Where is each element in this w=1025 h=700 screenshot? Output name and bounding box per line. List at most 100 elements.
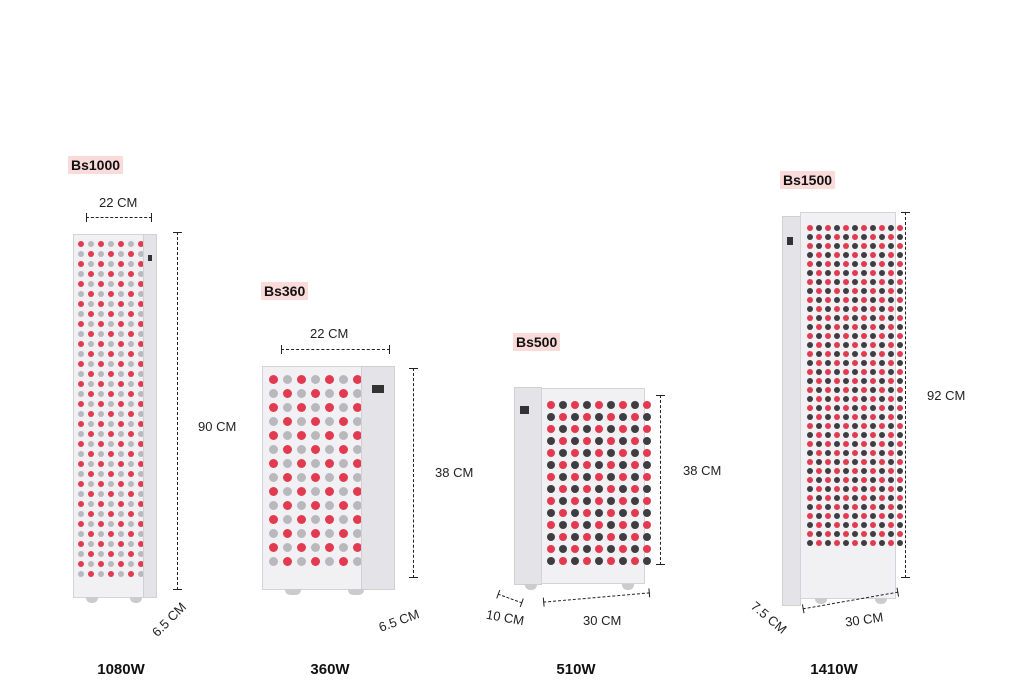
led <box>870 423 876 429</box>
led <box>607 425 615 433</box>
led <box>888 504 894 510</box>
led <box>879 531 885 537</box>
led <box>897 450 903 456</box>
led <box>852 414 858 420</box>
led <box>870 378 876 384</box>
led <box>98 311 104 317</box>
led <box>879 243 885 249</box>
led <box>879 360 885 366</box>
led <box>78 261 84 267</box>
led <box>571 401 579 409</box>
led <box>325 445 334 454</box>
panel-side <box>782 216 801 606</box>
led <box>311 557 320 566</box>
led <box>78 291 84 297</box>
led <box>118 261 124 267</box>
led <box>269 501 278 510</box>
panel-front <box>262 366 362 590</box>
led <box>870 360 876 366</box>
led <box>807 369 813 375</box>
led <box>311 389 320 398</box>
led <box>138 531 144 537</box>
led <box>897 504 903 510</box>
led <box>128 281 134 287</box>
led <box>325 417 334 426</box>
led <box>807 234 813 240</box>
depth-label: 6.5 CM <box>148 599 190 640</box>
led <box>118 501 124 507</box>
led <box>547 401 555 409</box>
led <box>843 225 849 231</box>
led <box>118 251 124 257</box>
led <box>807 279 813 285</box>
led <box>88 251 94 257</box>
led <box>834 360 840 366</box>
led <box>547 497 555 505</box>
led <box>583 449 591 457</box>
model-label: Bs1500 <box>780 171 836 189</box>
led <box>861 225 867 231</box>
led <box>807 423 813 429</box>
led <box>325 375 334 384</box>
led <box>98 341 104 347</box>
led <box>98 491 104 497</box>
led <box>138 251 144 257</box>
led <box>138 491 144 497</box>
led <box>78 551 84 557</box>
led <box>643 557 651 565</box>
led <box>843 504 849 510</box>
led <box>897 405 903 411</box>
led <box>98 331 104 337</box>
led <box>888 531 894 537</box>
led <box>879 513 885 519</box>
led <box>834 414 840 420</box>
led <box>816 351 822 357</box>
led <box>353 375 362 384</box>
led <box>595 401 603 409</box>
led <box>311 431 320 440</box>
led <box>825 522 831 528</box>
led <box>631 497 639 505</box>
led <box>311 501 320 510</box>
led <box>118 321 124 327</box>
led <box>283 389 292 398</box>
led <box>870 522 876 528</box>
led <box>888 387 894 393</box>
led <box>843 387 849 393</box>
led <box>861 459 867 465</box>
led <box>861 306 867 312</box>
led <box>353 403 362 412</box>
led <box>852 477 858 483</box>
led <box>843 324 849 330</box>
led <box>897 396 903 402</box>
led <box>861 288 867 294</box>
led <box>879 342 885 348</box>
led <box>888 369 894 375</box>
led <box>816 468 822 474</box>
led <box>861 360 867 366</box>
led <box>852 432 858 438</box>
power-label: 1410W <box>810 661 858 678</box>
led <box>78 491 84 497</box>
led <box>78 351 84 357</box>
led <box>571 521 579 529</box>
led <box>128 411 134 417</box>
led <box>879 288 885 294</box>
led <box>843 531 849 537</box>
led <box>88 291 94 297</box>
led <box>834 234 840 240</box>
led <box>843 261 849 267</box>
led <box>807 432 813 438</box>
led <box>98 301 104 307</box>
led <box>816 531 822 537</box>
led <box>870 279 876 285</box>
led <box>595 461 603 469</box>
led <box>807 459 813 465</box>
led <box>269 431 278 440</box>
led <box>861 468 867 474</box>
led <box>861 252 867 258</box>
led <box>138 371 144 377</box>
led <box>852 315 858 321</box>
led <box>861 279 867 285</box>
led <box>816 333 822 339</box>
